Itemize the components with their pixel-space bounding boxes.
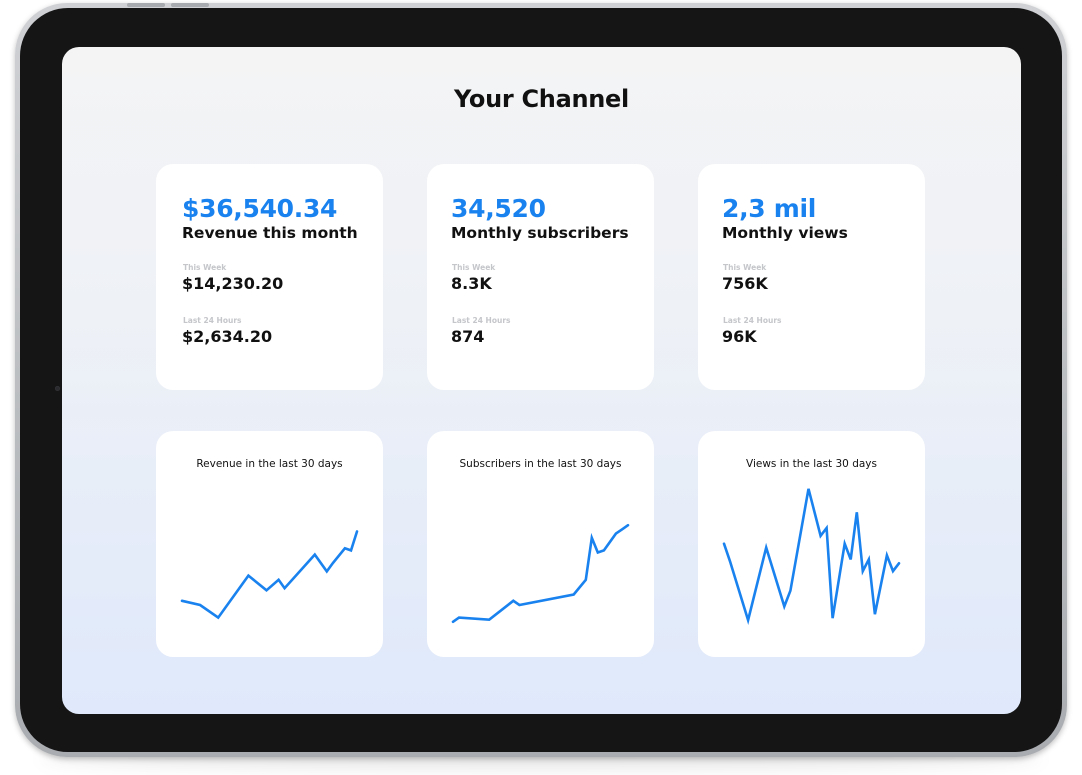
- subscribers-week-label: This Week: [452, 263, 496, 272]
- views-week-value: 756K: [722, 274, 768, 293]
- subscribers-chart-title: Subscribers in the last 30 days: [459, 458, 622, 470]
- views-week-label: This Week: [723, 263, 767, 272]
- power-button: [171, 3, 209, 7]
- views-day-label: Last 24 Hours: [723, 316, 782, 325]
- subscribers-week-value: 8.3K: [451, 274, 492, 293]
- views-total: 2,3 mil: [722, 194, 817, 223]
- revenue-card[interactable]: $36,540.34 Revenue this month This Week …: [156, 164, 383, 390]
- views-day-value: 96K: [722, 327, 757, 346]
- revenue-week-label: This Week: [183, 263, 227, 272]
- revenue-chart-title: Revenue in the last 30 days: [196, 458, 343, 470]
- views-card[interactable]: 2,3 mil Monthly views This Week 756K Las…: [698, 164, 925, 390]
- subscribers-chart-card[interactable]: Subscribers in the last 30 days: [427, 431, 654, 657]
- revenue-chart-card[interactable]: Revenue in the last 30 days: [156, 431, 383, 657]
- views-chart-card[interactable]: Views in the last 30 days: [698, 431, 925, 657]
- screen: Your Channel $36,540.34 Revenue this mon…: [62, 47, 1021, 714]
- subscribers-card[interactable]: 34,520 Monthly subscribers This Week 8.3…: [427, 164, 654, 390]
- subscribers-day-label: Last 24 Hours: [452, 316, 511, 325]
- views-series-line: [722, 488, 901, 625]
- subscribers-caption: Monthly subscribers: [451, 224, 629, 242]
- revenue-day-value: $2,634.20: [182, 327, 273, 346]
- subscribers-day-value: 874: [451, 327, 485, 346]
- revenue-day-label: Last 24 Hours: [183, 316, 242, 325]
- revenue-chart: [180, 530, 359, 620]
- views-chart-title: Views in the last 30 days: [746, 458, 877, 470]
- page-title: Your Channel: [454, 85, 629, 113]
- camera-icon: [55, 386, 60, 391]
- revenue-total: $36,540.34: [182, 194, 338, 223]
- subscribers-total: 34,520: [451, 194, 546, 223]
- revenue-caption: Revenue this month: [182, 224, 358, 242]
- views-chart: [722, 488, 901, 625]
- subscribers-chart: [451, 523, 630, 624]
- views-caption: Monthly views: [722, 224, 848, 242]
- revenue-week-value: $14,230.20: [182, 274, 284, 293]
- subscribers-series-line: [451, 523, 630, 624]
- volume-button: [127, 3, 165, 7]
- revenue-series-line: [180, 530, 359, 620]
